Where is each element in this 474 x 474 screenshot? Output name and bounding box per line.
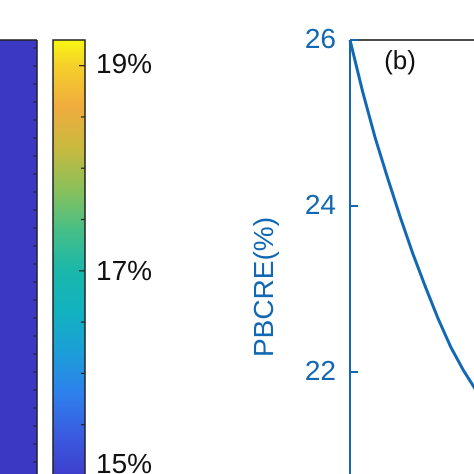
- y-tick-label: 22: [305, 355, 336, 386]
- series-line: [348, 39, 474, 390]
- y-tick-label: 24: [305, 189, 336, 220]
- heatmap-ticks: [33, 47, 37, 463]
- colorbar-tick-label: 17%: [96, 255, 152, 286]
- y-axis-label: PBCRE(%): [248, 217, 279, 357]
- panel-label: (b): [384, 45, 416, 75]
- colorbar: [52, 39, 86, 474]
- line-chart-panel: 22 24 26 PBCRE(%) (b): [248, 23, 474, 474]
- y-tick-label: 26: [305, 23, 336, 54]
- heatmap-panel: [0, 40, 37, 474]
- colorbar-tick-label: 19%: [96, 48, 152, 79]
- colorbar-ticks: [79, 65, 85, 426]
- colorbar-tick-label: 15%: [96, 448, 152, 474]
- y-axis-ticks: [350, 39, 358, 373]
